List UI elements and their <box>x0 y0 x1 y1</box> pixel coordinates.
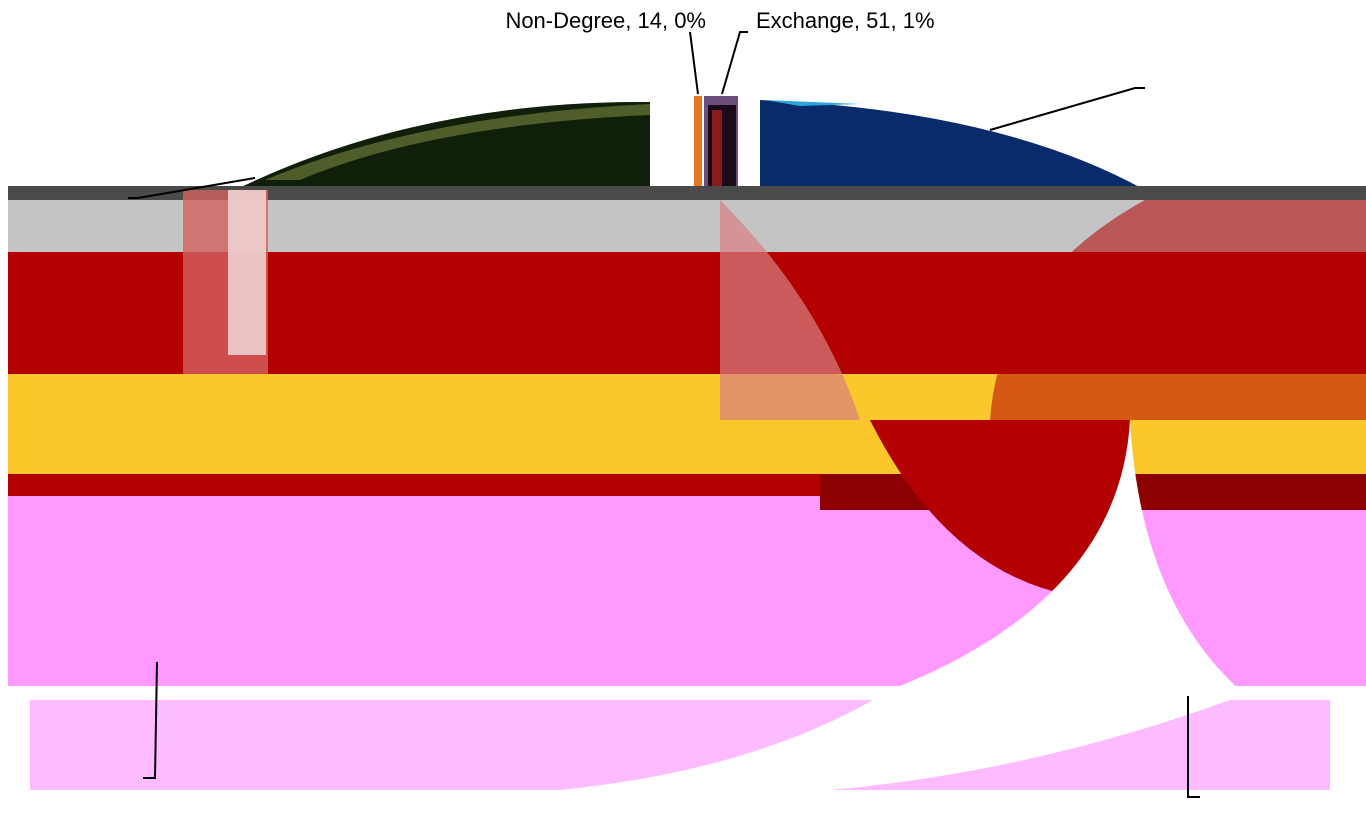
pie-slice-dark-green-edge <box>265 104 650 180</box>
pie-slice-center-red <box>712 110 722 195</box>
data-label-exchange: Exchange, 51, 1% <box>756 8 935 33</box>
pie-slice-light-blue-edge <box>765 100 860 106</box>
pie-slice-non-degree <box>694 96 702 190</box>
leader-line-exchange <box>721 31 748 95</box>
white-swoosh <box>560 690 1240 796</box>
pie-body <box>8 96 1366 796</box>
leader-line-left <box>128 177 256 199</box>
data-label-non-degree: Non-Degree, 14, 0% <box>505 8 706 33</box>
overlay-red-fan <box>870 420 1130 600</box>
pie-slice-blue <box>760 100 1145 190</box>
leader-line-bottom-right <box>1187 696 1200 798</box>
leader-line-bottom-left <box>143 661 158 779</box>
leader-line-top-right <box>989 87 1145 131</box>
leader-lines <box>128 31 1200 798</box>
data-labels: Non-Degree, 14, 0% Exchange, 51, 1% <box>505 8 934 33</box>
overlay-arc-right <box>990 200 1366 420</box>
pie-slice-dark-green <box>235 101 650 190</box>
left-white-strip <box>228 190 266 355</box>
overlay-arc-left <box>720 200 860 420</box>
leader-line-non-degree <box>689 31 699 95</box>
band-dark-gray <box>8 186 1366 200</box>
white-spike <box>890 420 1240 690</box>
